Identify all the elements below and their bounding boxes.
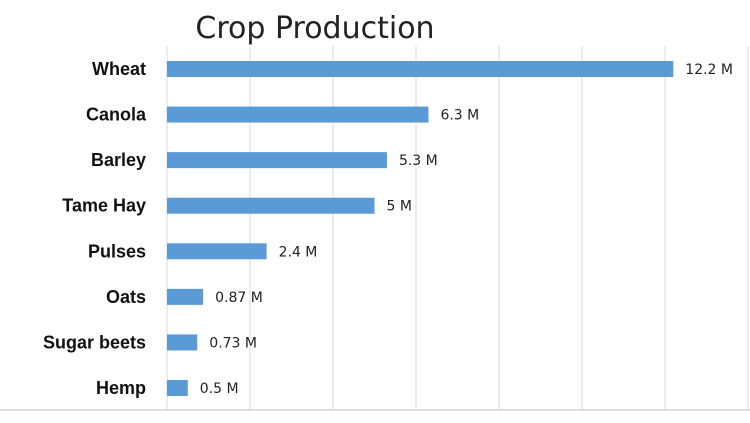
value-label: 0.5 M	[200, 381, 239, 397]
value-label: 2.4 M	[279, 244, 318, 260]
value-label: 0.73 M	[209, 335, 257, 351]
value-label: 0.87 M	[215, 290, 263, 306]
category-label: Oats	[106, 287, 146, 307]
category-label: Sugar beets	[43, 332, 146, 352]
category-label: Tame Hay	[62, 196, 146, 216]
bar	[167, 152, 387, 169]
bar	[167, 288, 204, 305]
chart-title: Crop Production	[195, 11, 434, 46]
category-label: Wheat	[92, 59, 146, 79]
bar	[167, 197, 375, 214]
bar	[167, 243, 267, 260]
category-label: Canola	[86, 105, 147, 125]
category-label: Barley	[91, 150, 146, 170]
category-label: Hemp	[96, 378, 146, 398]
value-label: 5.3 M	[399, 153, 438, 169]
bar	[167, 334, 198, 351]
category-label: Pulses	[88, 241, 146, 261]
category-labels: Wheat Canola Barley Tame Hay Pulses Oats Sugar…	[43, 59, 147, 398]
gridlines	[166, 46, 749, 410]
bar	[167, 380, 188, 396]
value-label: 6.3 M	[440, 108, 479, 124]
bars	[167, 61, 674, 396]
value-label: 5 M	[387, 199, 412, 215]
value-label: 12.2 M	[685, 62, 733, 78]
bar	[167, 61, 674, 77]
bar	[167, 106, 429, 123]
value-labels: 12.2 M 6.3 M 5.3 M 5 M 2.4 M 0.87 M 0.73 M 0.5 …	[200, 62, 733, 397]
